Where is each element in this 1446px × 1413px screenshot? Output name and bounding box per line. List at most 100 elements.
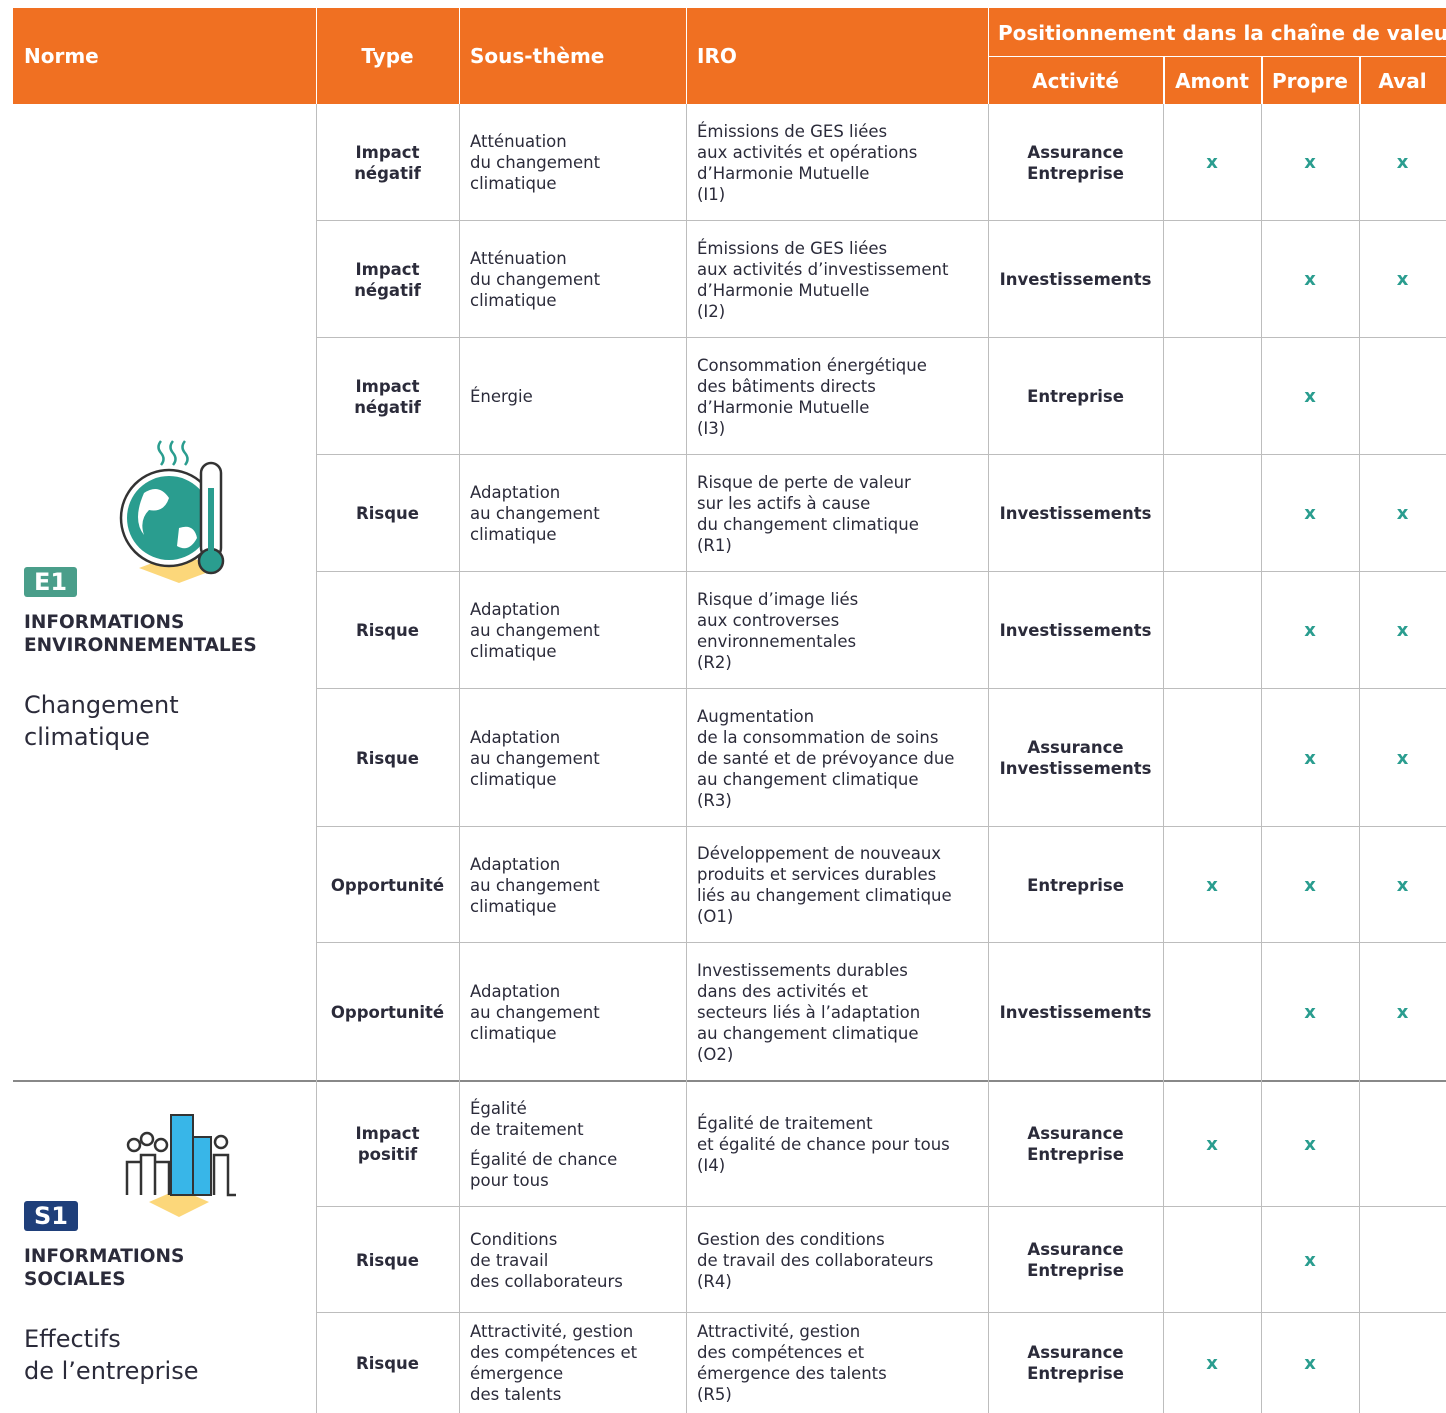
- subtheme-line: Égalité: [470, 1098, 527, 1118]
- type-line: Impact: [355, 376, 420, 396]
- value-chain-mark: x: [1304, 503, 1316, 524]
- subtheme-paragraph: Égalité de traitement: [470, 1098, 686, 1140]
- activity-line: Investissements: [999, 621, 1152, 640]
- norme-subtitle-line: Changement: [24, 690, 179, 719]
- activity-cell: Assurance Investissements: [988, 689, 1163, 827]
- iro-line: et égalité de chance pour tous: [697, 1134, 950, 1154]
- row-divider: [316, 942, 1446, 943]
- subtheme-line: de traitement: [470, 1119, 584, 1139]
- activity-cell: Assurance Entreprise: [988, 1313, 1163, 1413]
- subtheme-line: de travail: [470, 1250, 549, 1270]
- norme-title-line: SOCIALES: [24, 1269, 126, 1290]
- type-line: positif: [357, 1145, 418, 1164]
- type-line: Risque: [356, 1250, 419, 1270]
- row-divider: [13, 1080, 1446, 1082]
- header-cell: Norme: [24, 44, 99, 68]
- subtheme-paragraph: Adaptation au changement climatique: [470, 727, 686, 790]
- iro-cell: Émissions de GES liées aux activités d’in…: [686, 221, 988, 338]
- type-line: négatif: [354, 280, 421, 300]
- header-divider: [686, 8, 687, 104]
- subtheme-paragraph: Atténuation du changement climatique: [470, 248, 686, 311]
- iro-cell: Attractivité, gestion des compétences et é…: [686, 1313, 988, 1413]
- subtheme-line: climatique: [470, 525, 557, 544]
- value-chain-mark: x: [1304, 620, 1316, 641]
- activity-cell: Entreprise: [988, 827, 1163, 943]
- type-line: négatif: [354, 397, 421, 417]
- column-divider: [1261, 104, 1262, 1413]
- subtheme-line: Adaptation: [470, 981, 561, 1001]
- iro-line: émergence des talents: [697, 1364, 887, 1383]
- iro-line: Investissements durables: [697, 960, 908, 980]
- row-divider: [316, 337, 1446, 338]
- iro-line: (R3): [697, 790, 732, 810]
- activity-line: Assurance: [1027, 738, 1124, 757]
- norme-subtitle-line: de l’entreprise: [24, 1357, 199, 1385]
- activity-line: Assurance: [1027, 142, 1124, 162]
- iro-line: d’Harmonie Mutuelle: [697, 280, 870, 300]
- iro-line: Gestion des conditions: [697, 1229, 885, 1249]
- activity-cell: Investissements: [988, 943, 1163, 1081]
- type-line: Opportunité: [330, 1002, 445, 1022]
- icon: [109, 433, 316, 597]
- subtheme-line: Attractivité, gestion: [470, 1322, 634, 1341]
- type-line: Impact: [355, 142, 420, 162]
- header-cell: Type: [361, 44, 414, 68]
- activity-cell: Investissements: [988, 572, 1163, 689]
- iro-cell: Gestion des conditions de travail des col…: [686, 1207, 988, 1313]
- column-divider: [316, 104, 317, 1413]
- iro-line: secteurs liés à l’adaptation: [697, 1002, 921, 1022]
- type-line: négatif: [354, 163, 421, 183]
- iro-line: d’Harmonie Mutuelle: [697, 397, 870, 417]
- subtheme-paragraph: Énergie: [470, 386, 686, 407]
- subtheme-line: Atténuation: [470, 132, 567, 151]
- row-divider: [316, 571, 1446, 572]
- iro-line: (I4): [697, 1155, 726, 1175]
- iro-line: du changement climatique: [697, 514, 919, 534]
- subtheme-line: au changement: [470, 875, 600, 895]
- type-line: Risque: [356, 1353, 419, 1373]
- iro-line: Développement de nouveaux: [697, 844, 942, 863]
- value-chain-mark: x: [1304, 1001, 1316, 1023]
- iro-line: (I1): [697, 184, 726, 204]
- row-divider: [316, 826, 1446, 827]
- header-divider: [316, 8, 317, 104]
- subtheme-line: climatique: [470, 174, 557, 193]
- iro-cell: Développement de nouveaux produits et ser…: [686, 827, 988, 943]
- norme-subtitle-line: climatique: [24, 722, 150, 751]
- activity-cell: Entreprise: [988, 338, 1163, 455]
- value-chain-mark: x: [1304, 1133, 1316, 1155]
- iro-line: (O1): [697, 907, 734, 926]
- activity-cell: Investissements: [988, 455, 1163, 572]
- activity-line: Assurance: [1027, 1343, 1124, 1362]
- type-cell: Risque: [316, 455, 459, 572]
- iro-line: de santé et de prévoyance due: [697, 748, 955, 768]
- norme-badge: S1: [24, 1201, 78, 1231]
- iro-line: Émissions de GES liées: [697, 238, 888, 258]
- iro-cell: Risque de perte de valeur sur les actifs …: [686, 455, 988, 572]
- iro-line: (I3): [697, 418, 726, 438]
- column-divider: [1359, 104, 1360, 1413]
- value-chain-mark: x: [1304, 1352, 1316, 1374]
- activity-cell: Assurance Entreprise: [988, 1081, 1163, 1207]
- row-divider: [316, 688, 1446, 689]
- column-divider: [686, 104, 687, 1413]
- type-cell: Risque: [316, 1313, 459, 1413]
- iro-line: (R2): [697, 652, 732, 672]
- type-line: Risque: [356, 621, 419, 640]
- header-divider: [1163, 57, 1165, 104]
- header-divider: [988, 56, 1446, 57]
- value-chain-mark: x: [1396, 152, 1409, 173]
- subtheme-cell: Conditions de travail des collaborateurs: [459, 1207, 686, 1313]
- activity-line: Investissements: [999, 1002, 1152, 1022]
- iro-line: (R1): [697, 535, 732, 555]
- icon: [109, 1107, 316, 1231]
- subtheme-paragraph: Conditions de travail des collaborateurs: [470, 1229, 686, 1292]
- subtheme-paragraph: Égalité de chance pour tous: [470, 1149, 686, 1191]
- header-cell: IRO: [697, 44, 737, 68]
- subtheme-line: Adaptation: [470, 483, 561, 502]
- value-chain-mark: x: [1304, 874, 1316, 896]
- iro-line: des bâtiments directs: [697, 376, 876, 396]
- type-cell: Risque: [316, 572, 459, 689]
- header-cell: Propre: [1271, 68, 1348, 93]
